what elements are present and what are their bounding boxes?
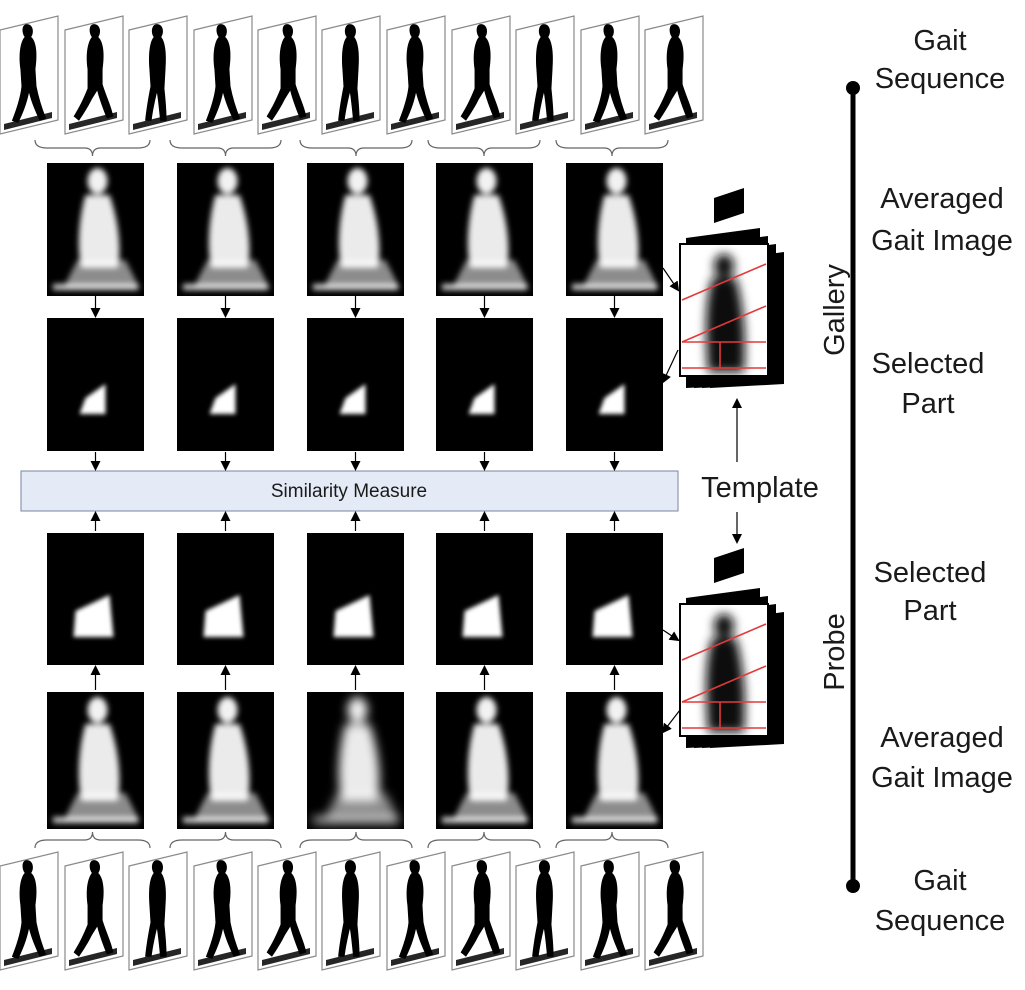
gallery-sequence-line2: Sequence: [875, 63, 1006, 95]
gait-frame: [64, 15, 124, 135]
gallery-selected-line2: Part: [901, 388, 954, 420]
averaged-gait-image: [307, 692, 404, 829]
selected-part-image: [566, 533, 663, 665]
walking-silhouette-icon: [338, 24, 360, 121]
axis-bottom-dot: [846, 879, 860, 893]
selected-part-image: [47, 318, 144, 451]
flow-arrows: [90, 267, 681, 734]
averaged-gait-image: [177, 692, 274, 829]
averaged-gait-image: [436, 163, 533, 296]
probe-sequence-line2: Sequence: [875, 905, 1006, 937]
walking-silhouette-icon: [398, 860, 434, 959]
gait-frame: [128, 851, 188, 971]
gait-frame: [515, 15, 575, 135]
probe-selected-line2: Part: [903, 595, 956, 627]
gait-frame: [451, 851, 511, 971]
probe-selected-line1: Selected: [874, 557, 987, 589]
selected-part-image: [436, 318, 533, 451]
probe-averaged-line1: Averaged: [880, 722, 1004, 754]
walking-silhouette-icon: [592, 860, 628, 959]
gait-frame: [386, 15, 446, 135]
walking-silhouette-icon: [653, 24, 694, 121]
averaged-gait-image: [47, 163, 144, 296]
similarity-measure-box: Similarity Measure: [20, 470, 679, 512]
probe-template-stack-icon: [679, 548, 784, 748]
template-link: Template: [701, 398, 819, 544]
gallery-template-stack-icon: [679, 188, 784, 388]
gait-frame: [644, 851, 704, 971]
walking-silhouette-icon: [205, 860, 241, 959]
walking-silhouette-icon: [460, 24, 501, 121]
walking-silhouette-icon: [73, 860, 114, 957]
gait-frame: [580, 851, 640, 971]
gait-frame: [128, 15, 188, 135]
gait-frame: [193, 15, 253, 135]
selected-part-image: [436, 533, 533, 665]
gallery-selected-line1: Selected: [872, 348, 985, 380]
template-label: Template: [701, 472, 819, 504]
gallery-selected-parts: [47, 318, 663, 451]
walking-silhouette-icon: [11, 860, 47, 959]
gait-frame: [321, 15, 381, 135]
gallery-grouping-braces: [34, 139, 669, 157]
gait-frame: [321, 851, 381, 971]
probe-grouping-braces: [34, 831, 669, 849]
gallery-averaged-line2: Gait Image: [871, 225, 1013, 257]
averaged-gait-image: [436, 692, 533, 829]
gait-frame: [0, 851, 59, 971]
walking-silhouette-icon: [266, 860, 307, 957]
selected-part-image: [566, 318, 663, 451]
gallery-averaged-gait-images: [47, 163, 663, 296]
probe-sequence-line1: Gait: [913, 865, 966, 897]
axis-top-dot: [846, 81, 860, 95]
probe-label: Probe: [819, 613, 851, 690]
gait-frame: [193, 851, 253, 971]
walking-silhouette-icon: [73, 24, 114, 121]
walking-silhouette-icon: [653, 860, 694, 957]
gait-frame: [386, 851, 446, 971]
selected-part-image: [177, 533, 274, 665]
selected-part-image: [47, 533, 144, 665]
gallery-label: Gallery: [819, 264, 851, 356]
gallery-averaged-line1: Averaged: [880, 183, 1004, 215]
walking-silhouette-icon: [145, 860, 167, 957]
gait-frame: [0, 15, 59, 135]
selected-part-image: [177, 318, 274, 451]
walking-silhouette-icon: [460, 860, 501, 957]
gait-frame: [515, 851, 575, 971]
walking-silhouette-icon: [398, 24, 434, 123]
walking-silhouette-icon: [205, 24, 241, 123]
gait-frame: [451, 15, 511, 135]
averaged-gait-image: [566, 692, 663, 829]
probe-averaged-gait-images: [47, 692, 663, 829]
probe-averaged-line2: Gait Image: [871, 762, 1013, 794]
averaged-gait-image: [47, 692, 144, 829]
walking-silhouette-icon: [266, 24, 307, 121]
walking-silhouette-icon: [145, 24, 167, 121]
averaged-gait-image: [177, 163, 274, 296]
probe-selected-parts: [47, 533, 663, 665]
walking-silhouette-icon: [338, 860, 360, 957]
gallery-gait-sequence: [0, 15, 704, 135]
walking-silhouette-icon: [592, 24, 628, 123]
walking-silhouette-icon: [11, 24, 47, 123]
averaged-gait-image: [307, 163, 404, 296]
selected-part-image: [307, 533, 404, 665]
gait-frame: [580, 15, 640, 135]
gait-frame: [257, 851, 317, 971]
probe-gait-sequence: [0, 851, 704, 971]
gait-frame: [64, 851, 124, 971]
gait-frame: [644, 15, 704, 135]
walking-silhouette-icon: [532, 860, 554, 957]
stage-axis: Gallery Probe Gait Sequence Averaged Gai…: [819, 25, 1013, 937]
selected-part-image: [307, 318, 404, 451]
walking-silhouette-icon: [532, 24, 554, 121]
averaged-gait-image: [566, 163, 663, 296]
gallery-sequence-line1: Gait: [913, 25, 966, 57]
similarity-measure-label: Similarity Measure: [271, 481, 427, 502]
gait-frame: [257, 15, 317, 135]
